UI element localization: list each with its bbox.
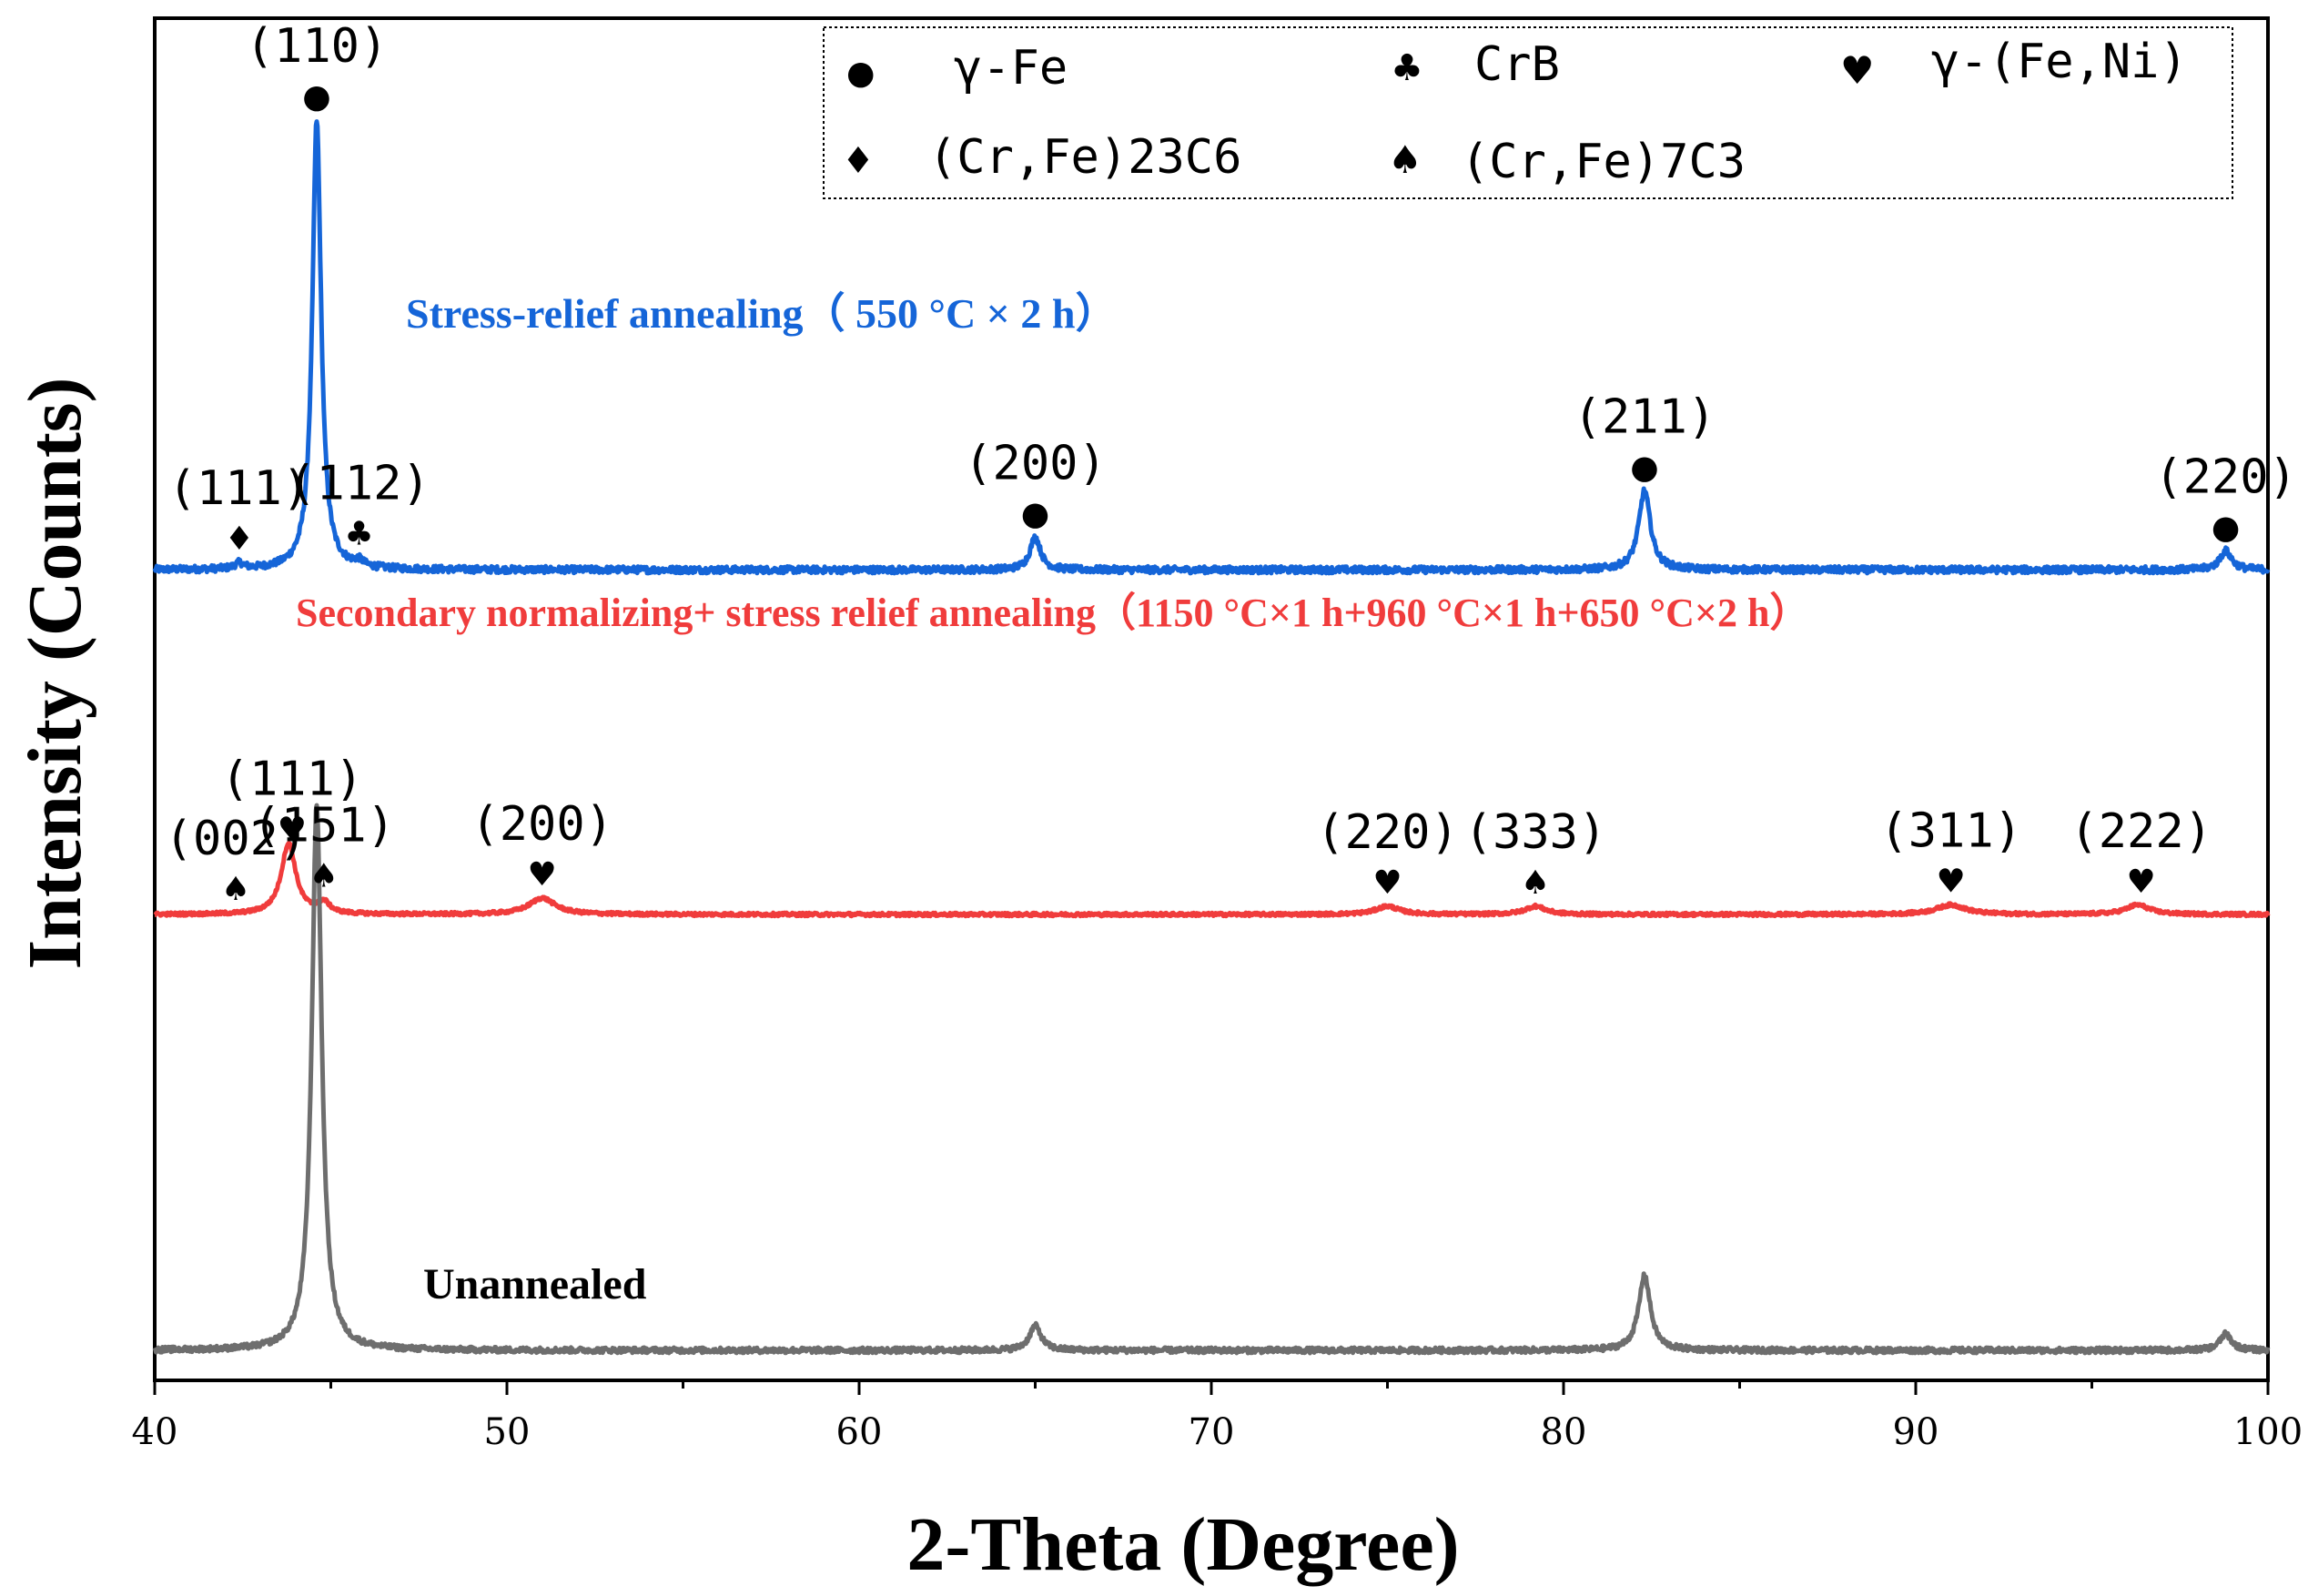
peak-label: (112) [288,457,430,511]
series-label-unannealed: Unannealed [423,1260,647,1308]
series-label-stress-relief: Stress-relief annealing（ 550 °C × 2 h） [406,290,1117,337]
legend-label-crb: CrB [1474,37,1560,92]
peak-marker: ● [2212,509,2240,546]
legend: ● γ-Fe ♣ CrB ♥ γ-(Fe,Ni) ♦ (Cr,Fe)23C6 ♠… [823,26,2233,199]
peak-marker: ● [1021,495,1049,532]
y-axis-label: Intensity (Counts) [13,377,97,969]
legend-symbol-gamma-feni: ♥ [1840,48,1875,93]
x-axis-ticks [153,1380,2270,1395]
peak-label: (200) [471,797,613,852]
legend-box [823,26,2233,199]
series-group [152,119,2271,1356]
legend-label-gamma-fe: γ-Fe [954,41,1068,96]
peak-marker: ● [302,78,330,116]
peak-marker: ♠ [221,871,250,908]
peak-label: (220) [2154,450,2297,504]
series-line-2 [152,803,2271,1356]
plot-frame [153,16,2270,1382]
legend-symbol-crfe23c6: ♦ [842,140,875,182]
peak-marker: ● [1630,449,1658,486]
peak-label: (333) [1464,805,1607,860]
peak-label: (311) [1879,803,2022,858]
x-tick-label: 70 [1189,1411,1235,1453]
x-tick-label: 90 [1893,1411,1939,1453]
peak-marker: ♥ [1937,863,1966,900]
peak-label: (111) [221,752,364,806]
peak-label: (110) [246,19,389,74]
x-axis-label: 2-Theta (Degree) [906,1502,1459,1587]
x-axis-tick-labels: 40 50 60 70 80 90 100 [132,1411,2303,1453]
legend-label-crfe23c6: (Cr,Fe)23C6 [928,130,1241,185]
legend-label-crfe7c3: (Cr,Fe)7C3 [1461,135,1746,189]
x-tick-label: 50 [484,1411,531,1453]
series-line-1 [153,841,2271,919]
peak-marker: ♥ [278,811,307,848]
x-tick-label: 100 [2233,1411,2303,1453]
peak-label: (151) [252,798,395,853]
x-tick-label: 80 [1541,1411,1587,1453]
x-tick-label: 60 [836,1411,883,1453]
series-label-secondary-normalizing: Secondary normalizing+ stress relief ann… [296,591,1809,635]
x-tick-label: 40 [132,1411,178,1453]
peak-label: (220) [1316,805,1459,860]
peak-marker: ♣ [344,516,373,553]
peak-label: (002) [165,812,308,866]
peak-marker: ♦ [225,520,254,558]
peak-label: (211) [1574,389,1716,444]
peak-marker: ♥ [2127,864,2156,901]
legend-symbol-crfe7c3: ♠ [1388,137,1422,182]
peak-annotations: ♦(111)●(110)♣(112)●(200) ●(211)●(220)♠(00… [165,19,2297,908]
series-line-0 [152,119,2271,576]
legend-label-gamma-feni: γ-(Fe,Ni) [1931,35,2188,89]
peak-label: (200) [964,436,1107,490]
peak-marker: ♠ [1521,864,1550,902]
peak-marker: ♥ [1372,864,1402,902]
legend-symbol-crb: ♣ [1391,47,1423,89]
peak-label: (222) [2070,804,2212,859]
legend-symbol-gamma-fe: ● [846,55,875,92]
peak-marker: ♥ [528,856,557,894]
peak-marker: ♠ [309,857,339,894]
peak-label: (111) [168,461,311,516]
